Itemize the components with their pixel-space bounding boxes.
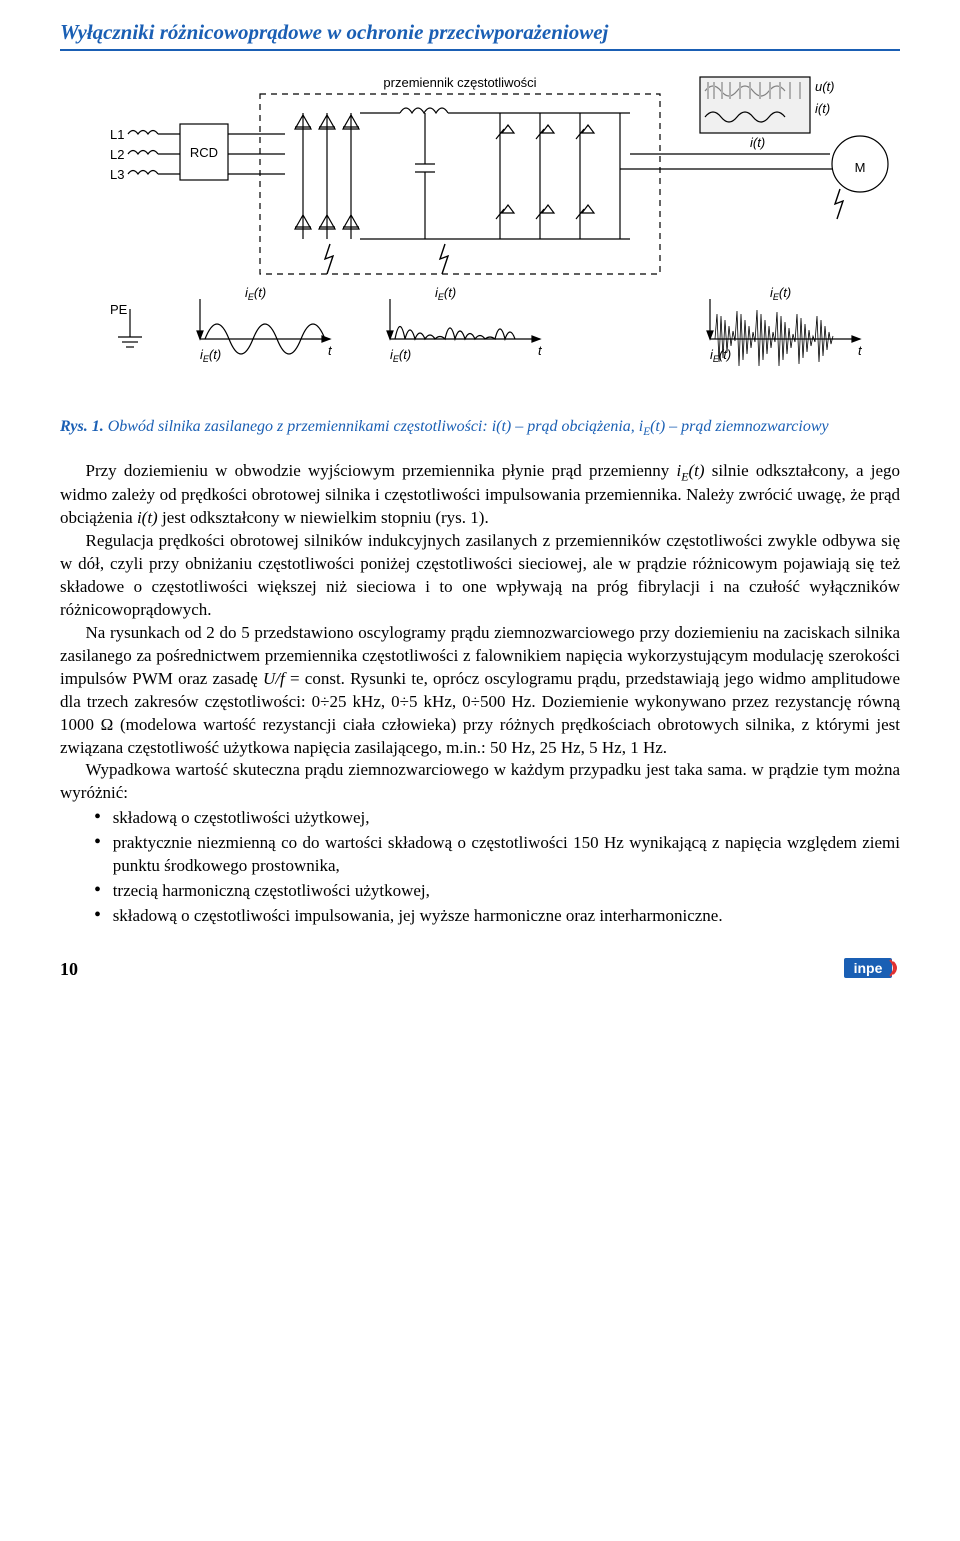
svg-text:t: t — [538, 343, 543, 358]
logo-inpe: inpe — [844, 956, 900, 980]
page-header-title: Wyłączniki różnicowoprądowe w ochronie p… — [60, 20, 900, 51]
figure-1-caption: Rys. 1. Obwód silnika zasilanego z przem… — [60, 417, 900, 440]
bullet-list: składową o częstotliwości użytkowej, pra… — [94, 807, 900, 928]
svg-text:inpe: inpe — [854, 960, 883, 976]
paragraph-1: Przy doziemieniu w obwodzie wyjściowym p… — [60, 460, 900, 530]
svg-text:L1: L1 — [110, 127, 124, 142]
figure-1: przemiennik częstotliwości L1 L2 L3 RCD — [60, 69, 900, 399]
bullet-2: praktycznie niezmienną co do wartości sk… — [94, 832, 900, 878]
svg-text:t: t — [858, 343, 863, 358]
caption-text-a: Obwód silnika zasilanego z przemiennikam… — [108, 418, 644, 435]
svg-text:iE(t): iE(t) — [710, 347, 731, 364]
page-number: 10 — [60, 959, 78, 980]
svg-text:i(t): i(t) — [815, 101, 830, 116]
bullet-4: składową o częstotliwości impulsowania, … — [94, 905, 900, 928]
svg-text:t: t — [328, 343, 333, 358]
paragraph-3: Na rysunkach od 2 do 5 przedstawiono osc… — [60, 622, 900, 760]
svg-text:L2: L2 — [110, 147, 124, 162]
svg-text:i(t): i(t) — [750, 135, 765, 150]
svg-text:iE(t): iE(t) — [390, 347, 411, 364]
bullet-1: składową o częstotliwości użytkowej, — [94, 807, 900, 830]
circuit-svg: przemiennik częstotliwości L1 L2 L3 RCD — [70, 69, 890, 399]
svg-text:PE: PE — [110, 302, 128, 317]
body-text: Przy doziemieniu w obwodzie wyjściowym p… — [60, 460, 900, 928]
svg-text:M: M — [855, 160, 866, 175]
svg-text:RCD: RCD — [190, 145, 218, 160]
svg-text:L3: L3 — [110, 167, 124, 182]
paragraph-4: Wypadkowa wartość skuteczna prądu ziemno… — [60, 759, 900, 805]
svg-text:u(t): u(t) — [815, 79, 835, 94]
paragraph-2: Regulacja prędkości obrotowej silników i… — [60, 530, 900, 622]
svg-text:iE(t): iE(t) — [245, 285, 266, 302]
svg-text:iE(t): iE(t) — [770, 285, 791, 302]
caption-rys: Rys. 1. — [60, 418, 104, 435]
bullet-3: trzecią harmoniczną częstotliwości użytk… — [94, 880, 900, 903]
page-footer: 10 inpe — [60, 956, 900, 980]
svg-text:iE(t): iE(t) — [435, 285, 456, 302]
svg-text:iE(t): iE(t) — [200, 347, 221, 364]
caption-text-b: (t) – prąd ziemnozwarciowy — [650, 418, 829, 435]
label-converter: przemiennik częstotliwości — [383, 75, 536, 90]
